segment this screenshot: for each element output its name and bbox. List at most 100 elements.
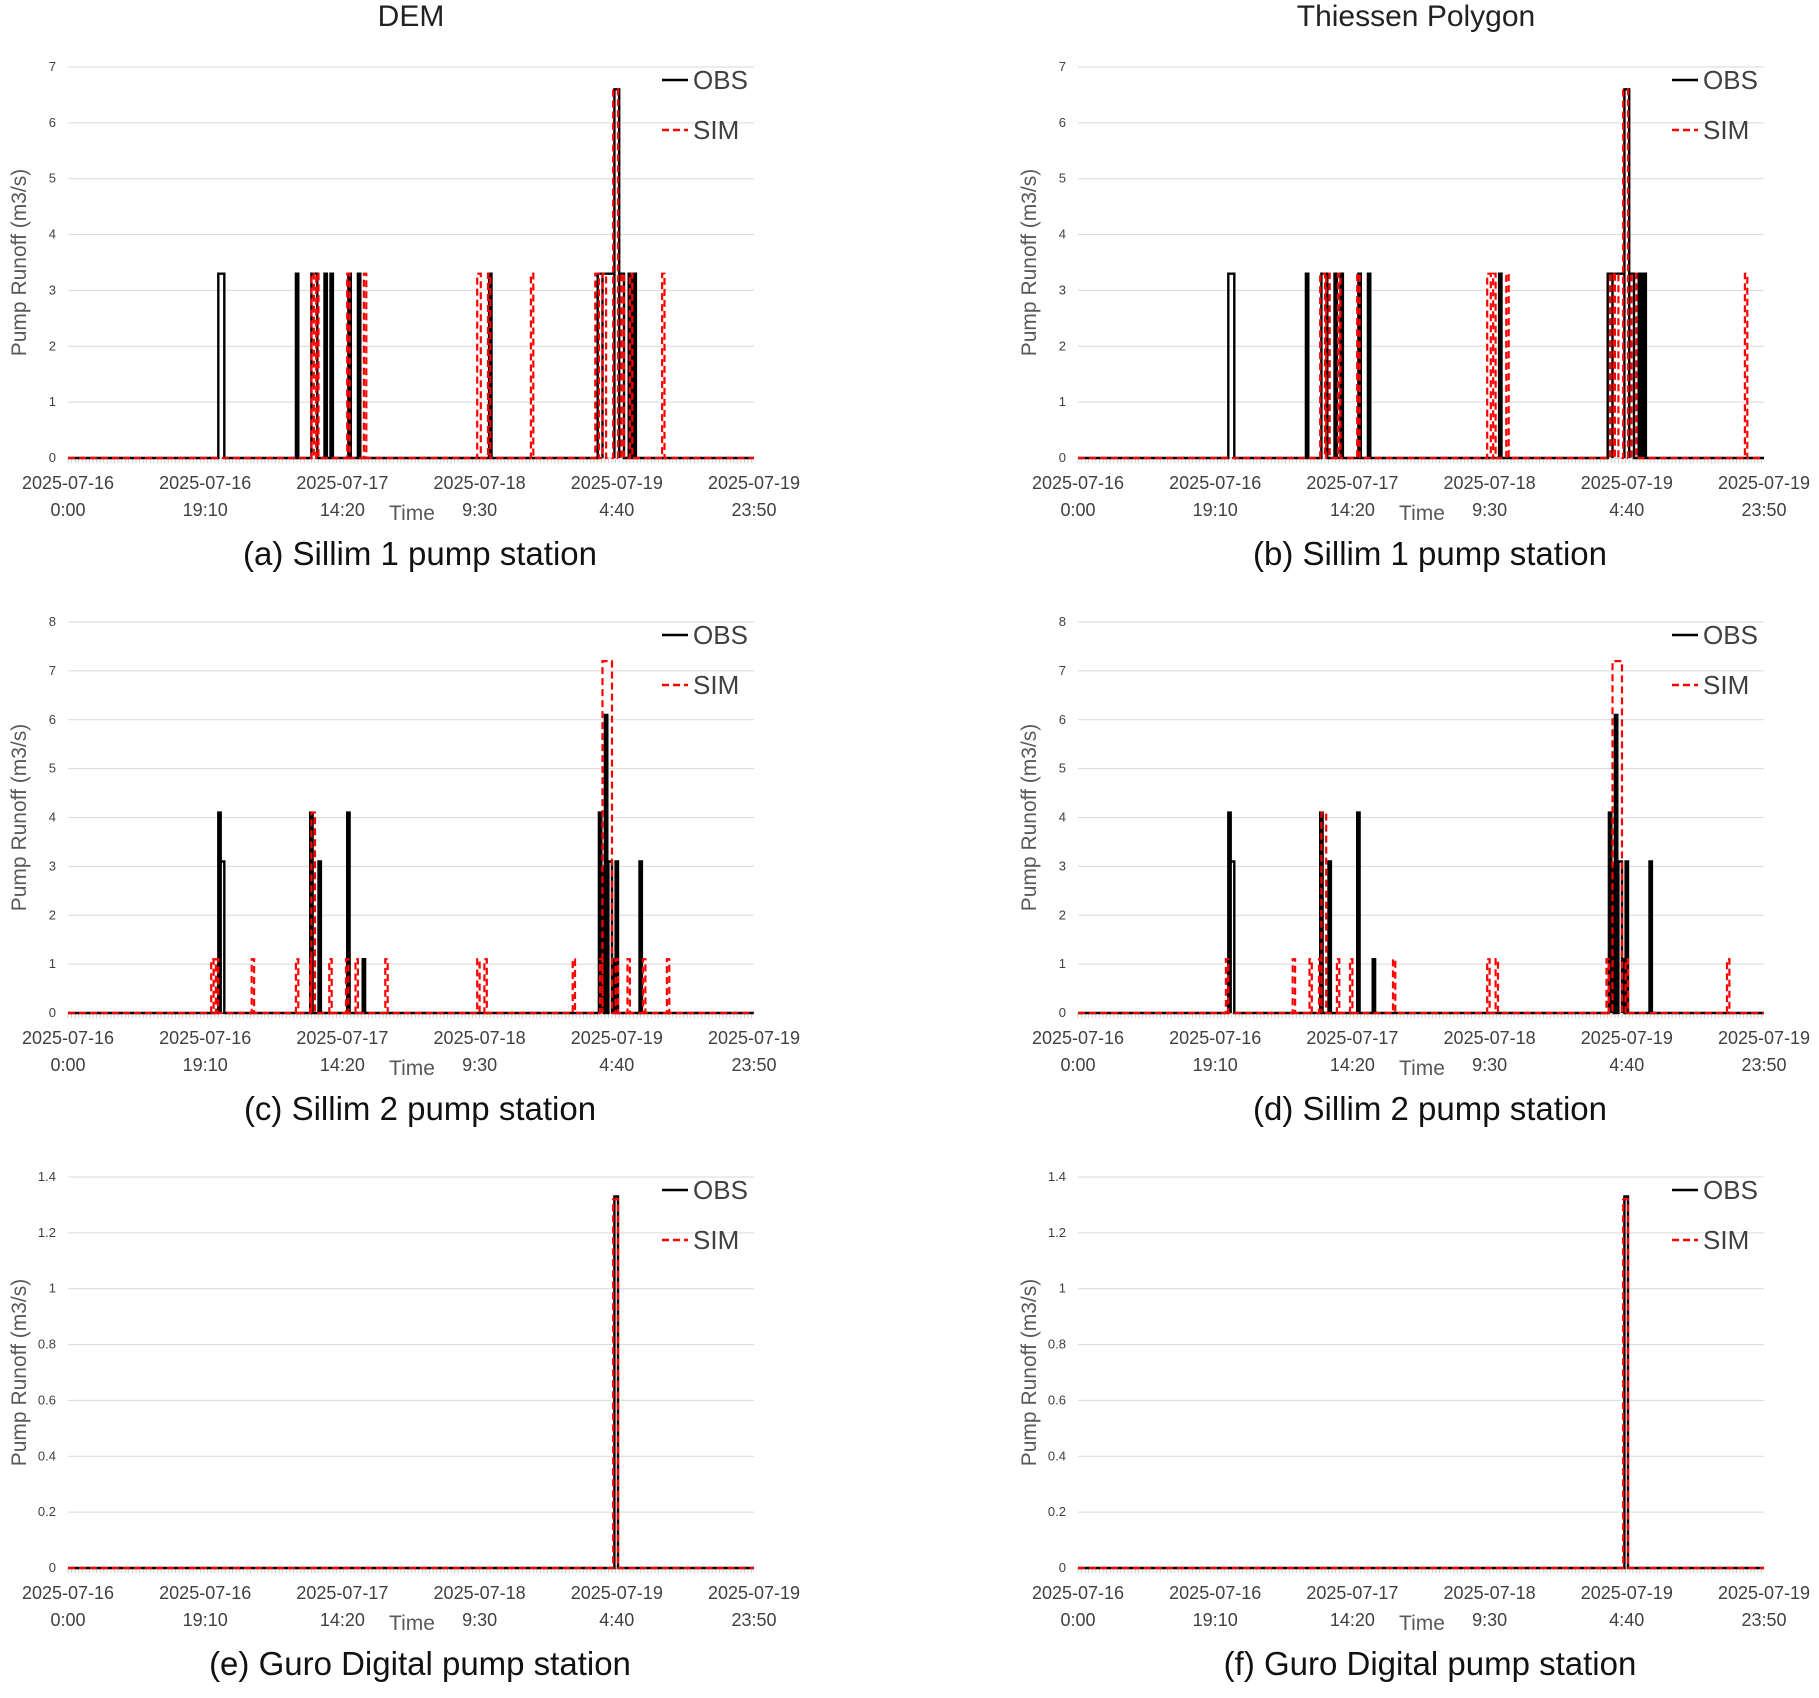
chart-svg: 0 1 2 3 4 5 6 7 8 2025-07-16 0:00 2025-07-16 19:10 20… [8, 614, 800, 1080]
column-title-dem: DEM [377, 0, 445, 33]
x-tick-label-time: 23:50 [1741, 1055, 1786, 1075]
y-tick-label: 0 [49, 1005, 56, 1020]
chart-panel: 0 1 2 3 4 5 6 7 2025-07-16 0:00 2025-07-16 19:10 202… [0, 40, 840, 560]
x-minor-ticks [1077, 458, 1762, 463]
chart-panel: 0 1 2 3 4 5 6 7 8 2025-07-16 0:00 2025-07-16 19:10 20… [0, 595, 840, 1115]
x-tick-label-date: 2025-07-16 [1032, 1028, 1124, 1048]
x-tick-label-time: 23:50 [1741, 500, 1786, 520]
x-tick-label-time: 9:30 [1472, 1610, 1507, 1630]
y-tick-label: 6 [49, 712, 56, 727]
x-tick-label-date: 2025-07-16 [1169, 1583, 1261, 1603]
x-tick-label-time: 9:30 [1472, 500, 1507, 520]
y-tick-label: 8 [1059, 614, 1066, 629]
series-line-sim [68, 660, 754, 1015]
x-tick-label-date: 2025-07-16 [22, 473, 114, 493]
y-tick-label: 1 [49, 956, 56, 971]
series-line-sim [68, 1198, 754, 1570]
x-tick-label-time: 0:00 [1060, 1610, 1095, 1630]
x-tick-label-time: 19:10 [183, 1610, 228, 1630]
x-tick-label-time: 4:40 [1609, 1610, 1644, 1630]
y-tick-label: 2 [49, 338, 56, 353]
x-tick-label-time: 19:10 [1193, 1610, 1238, 1630]
panel-caption: (b) Sillim 1 pump station [1253, 535, 1607, 572]
x-tick-label-time: 23:50 [731, 1610, 776, 1630]
x-tick-label-time: 9:30 [462, 1610, 497, 1630]
x-tick-label-date: 2025-07-17 [296, 473, 388, 493]
x-tick-label-time: 14:20 [1330, 1055, 1375, 1075]
panel-caption: (a) Sillim 1 pump station [243, 535, 597, 572]
y-tick-label: 7 [1059, 59, 1066, 74]
legend-label-sim: SIM [693, 670, 739, 700]
legend-label-sim: SIM [1703, 1225, 1749, 1255]
y-tick-label: 4 [1059, 810, 1066, 825]
x-tick-label-date: 2025-07-19 [1718, 473, 1810, 493]
x-tick-label-time: 14:20 [320, 500, 365, 520]
y-tick-label: 7 [1059, 663, 1066, 678]
chart-svg: 0 1 2 3 4 5 6 7 2025-07-16 0:00 2025-07-16 19:10 202… [8, 59, 800, 525]
y-tick-label: 4 [1059, 227, 1066, 242]
x-tick-label-date: 2025-07-16 [1032, 1583, 1124, 1603]
y-axis-title: Pump Runoff (m3/s) [1018, 169, 1041, 357]
y-tick-label: 7 [49, 59, 56, 74]
x-axis-title: Time [389, 1612, 435, 1635]
legend-label-sim: SIM [693, 1225, 739, 1255]
x-tick-label-time: 19:10 [1193, 1055, 1238, 1075]
chart-svg: 0 1 2 3 4 5 6 7 2025-07-16 0:00 2025-07-16 19:10 202… [1018, 59, 1810, 525]
y-tick-label: 2 [49, 907, 56, 922]
x-tick-label-date: 2025-07-19 [708, 473, 800, 493]
x-tick-label-date: 2025-07-18 [1444, 1583, 1536, 1603]
legend-label-sim: SIM [693, 115, 739, 145]
x-tick-label-time: 0:00 [50, 1610, 85, 1630]
chart-svg: 0 1 2 3 4 5 6 7 8 2025-07-16 0:00 2025-07-16 19:10 20… [1018, 614, 1810, 1080]
x-axis-title: Time [1399, 502, 1445, 525]
y-tick-label: 1 [1059, 956, 1066, 971]
y-tick-label: 0 [1059, 450, 1066, 465]
y-tick-label: 3 [1059, 282, 1066, 297]
x-tick-label-date: 2025-07-19 [571, 473, 663, 493]
y-axis-title: Pump Runoff (m3/s) [1018, 1279, 1041, 1467]
y-axis-title: Pump Runoff (m3/s) [8, 724, 31, 912]
panel-caption: (d) Sillim 2 pump station [1253, 1090, 1607, 1127]
series-line-obs [1078, 713, 1764, 1015]
x-tick-label-date: 2025-07-17 [1306, 473, 1398, 493]
legend-label-obs: OBS [693, 620, 748, 650]
x-tick-label-date: 2025-07-18 [434, 1028, 526, 1048]
x-tick-label-date: 2025-07-16 [22, 1583, 114, 1603]
x-tick-label-date: 2025-07-18 [434, 473, 526, 493]
y-tick-label: 0.6 [1048, 1392, 1066, 1407]
column-title-thiessen: Thiessen Polygon [1296, 0, 1536, 33]
y-tick-label: 3 [49, 858, 56, 873]
y-tick-label: 4 [49, 227, 56, 242]
y-tick-label: 5 [1059, 761, 1066, 776]
y-tick-label: 3 [49, 282, 56, 297]
y-tick-label: 0.4 [38, 1448, 56, 1463]
x-tick-label-time: 23:50 [731, 1055, 776, 1075]
x-tick-label-date: 2025-07-16 [22, 1028, 114, 1048]
y-tick-label: 4 [49, 810, 56, 825]
series-line-obs [68, 713, 754, 1015]
y-tick-label: 1 [49, 1281, 56, 1296]
y-tick-label: 0.2 [38, 1504, 56, 1519]
x-tick-label-date: 2025-07-18 [434, 1583, 526, 1603]
x-tick-label-date: 2025-07-19 [1581, 473, 1673, 493]
x-tick-label-date: 2025-07-17 [1306, 1028, 1398, 1048]
y-tick-label: 1.4 [1048, 1169, 1066, 1184]
series-line-obs [1078, 88, 1764, 460]
x-tick-label-date: 2025-07-16 [159, 1028, 251, 1048]
x-tick-label-time: 23:50 [731, 500, 776, 520]
x-tick-label-date: 2025-07-16 [1169, 473, 1261, 493]
legend-label-obs: OBS [693, 1175, 748, 1205]
x-axis-title: Time [389, 1057, 435, 1080]
y-tick-label: 1 [1059, 394, 1066, 409]
x-axis-title: Time [1399, 1612, 1445, 1635]
series-line-sim [1078, 660, 1764, 1015]
x-tick-label-date: 2025-07-19 [1581, 1583, 1673, 1603]
x-tick-label-date: 2025-07-16 [159, 1583, 251, 1603]
x-tick-label-time: 0:00 [50, 500, 85, 520]
x-tick-label-time: 9:30 [462, 1055, 497, 1075]
x-tick-label-date: 2025-07-17 [1306, 1583, 1398, 1603]
y-tick-label: 7 [49, 663, 56, 678]
x-tick-label-time: 4:40 [1609, 1055, 1644, 1075]
y-tick-label: 0.8 [38, 1337, 56, 1352]
legend-label-obs: OBS [693, 65, 748, 95]
